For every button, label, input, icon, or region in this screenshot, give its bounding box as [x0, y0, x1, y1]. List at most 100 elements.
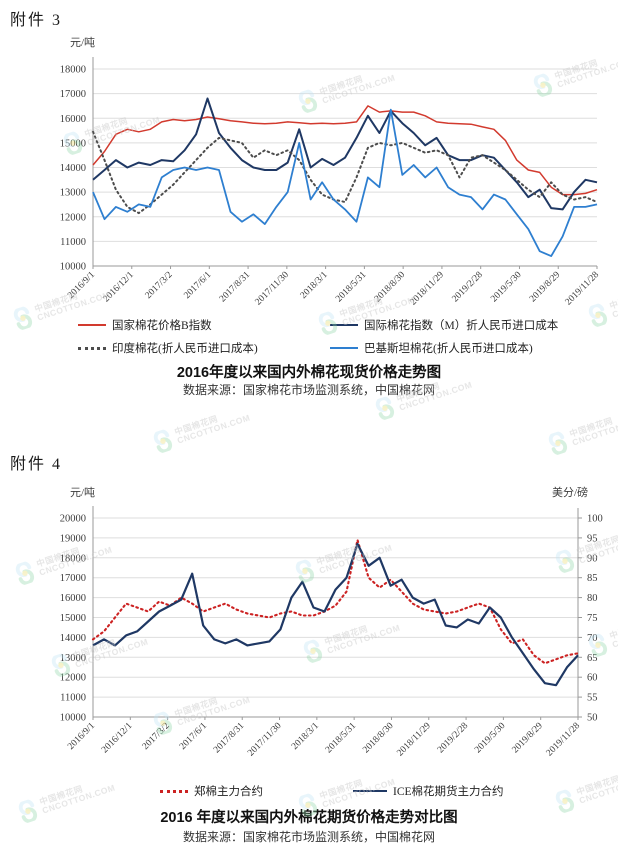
y-axis-tick-label: 13000 — [60, 653, 86, 664]
y-axis-tick-label: 19000 — [60, 533, 86, 544]
x-axis-tick-label: 2017/11/30 — [246, 721, 284, 759]
right-axis-tick-label: 60 — [587, 673, 598, 684]
x-axis-tick-label: 2017/3/2 — [144, 270, 175, 301]
legend-label: 国际棉花指数（M）折人民币进口成本 — [364, 320, 559, 332]
x-axis-tick-label: 2018/3/1 — [299, 270, 330, 301]
chart2-source: 数据来源：国家棉花市场监测系统，中国棉花网 — [182, 830, 435, 844]
y-axis-tick-label: 13000 — [60, 188, 86, 199]
x-axis-tick-label: 2018/8/30 — [361, 721, 395, 755]
right-axis-tick-label: 85 — [587, 573, 598, 584]
right-axis-tick-label: 50 — [587, 713, 598, 724]
x-axis-tick-label: 2017/8/31 — [218, 270, 252, 304]
x-axis-tick-label: 2019/8/29 — [510, 721, 544, 755]
x-axis-tick-label: 2016/12/1 — [100, 721, 134, 755]
y-axis-tick-label: 15000 — [60, 138, 86, 149]
y-axis-tick-label: 20000 — [60, 514, 86, 525]
cncotton-logo-icon — [548, 431, 568, 456]
series-line-0 — [91, 538, 580, 665]
chart2-left-axis-unit: 元/吨 — [70, 487, 96, 499]
india-line-swatch — [78, 346, 106, 350]
y-axis-tick-label: 18000 — [60, 553, 86, 564]
x-axis-tick-label: 2018/5/31 — [334, 270, 368, 304]
right-axis-tick-label: 65 — [587, 653, 598, 664]
chart2-legend: 郑棉主力合约 ICE棉花期货主力合约 — [0, 783, 618, 799]
x-axis-tick-label: 2019/5/30 — [473, 721, 507, 755]
zhengmian-line-swatch — [160, 789, 188, 793]
x-axis-tick-label: 2016/12/1 — [102, 270, 136, 304]
chart1-plot: 18000 17000 16000 15000 14000 13000 12000 11000… — [60, 57, 602, 308]
right-axis-tick-label: 75 — [587, 613, 598, 624]
legend-label: 印度棉花(折人民币进口成本) — [112, 343, 258, 355]
legend-label: 郑棉主力合约 — [194, 786, 263, 798]
x-axis-tick-label: 2018/11/29 — [409, 270, 447, 308]
x-axis-tick-label: 2019/5/30 — [489, 270, 523, 304]
pakistan-line-swatch — [330, 347, 358, 349]
spot-price-chart-section: 元/吨 18000 17000 16000 15000 14000 13000 12000 1… — [0, 28, 618, 428]
x-axis-tick-label: 2017/3/2 — [141, 721, 172, 752]
x-axis-tick-label: 2017/6/1 — [182, 270, 213, 301]
x-axis-tick-label: 2017/8/31 — [212, 721, 246, 755]
ice-line-swatch — [353, 790, 387, 792]
x-axis-tick-label: 2018/8/30 — [373, 270, 407, 304]
chart1-title: 2016年度以来国内外棉花现货价格走势图 — [176, 365, 442, 381]
legend-label: 国家棉花价格B指数 — [112, 320, 212, 332]
y-axis-tick-label: 17000 — [60, 89, 86, 100]
series-line-1 — [92, 542, 579, 687]
series-line-0 — [92, 105, 598, 196]
chart1-legend: 国家棉花价格B指数 国际棉花指数（M）折人民币进口成本 印度棉花(折人民币进口成… — [78, 317, 600, 356]
legend-item-zhengmian: 郑棉主力合约 — [160, 783, 263, 799]
x-axis-tick-label: 2019/11/28 — [564, 270, 602, 308]
legend-item-india: 印度棉花(折人民币进口成本) — [78, 340, 330, 356]
x-axis-tick-label: 2017/11/30 — [254, 270, 292, 308]
y-axis-tick-label: 16000 — [60, 114, 86, 125]
futures-price-chart-section: 元/吨 美分/磅 20000 19000 18000 17000 16000 15000 1… — [0, 478, 618, 853]
x-axis-tick-label: 2018/5/31 — [324, 721, 358, 755]
y-axis-tick-label: 14000 — [60, 633, 86, 644]
cncotton-logo-icon — [153, 429, 173, 454]
y-axis-tick-label: 12000 — [60, 212, 86, 223]
chart2-plot: 20000 19000 18000 17000 16000 15000 14000 13000… — [60, 506, 603, 759]
b-index-line-swatch — [78, 324, 106, 326]
series-line-2 — [92, 130, 598, 215]
legend-label: ICE棉花期货主力合约 — [393, 786, 504, 798]
y-axis-tick-label: 11000 — [60, 237, 86, 248]
right-axis-tick-label: 95 — [587, 533, 598, 544]
chart1-left-axis-unit: 元/吨 — [70, 37, 96, 49]
x-axis-tick-label: 2017/6/1 — [178, 721, 209, 752]
gridlines — [93, 68, 597, 267]
series-line-1 — [92, 97, 598, 211]
chart1-source: 数据来源：国家棉花市场监测系统，中国棉花网 — [182, 383, 435, 397]
y-axis-tick-label: 14000 — [60, 163, 86, 174]
right-axis-tick-label: 100 — [587, 514, 603, 525]
right-axis-tick-label: 90 — [587, 553, 598, 564]
legend-item-m-index: 国际棉花指数（M）折人民币进口成本 — [330, 317, 600, 333]
x-axis-tick-label: 2019/11/28 — [545, 721, 583, 759]
x-axis-tick-label: 2019/2/28 — [436, 721, 470, 755]
x-axis-tick-label: 2019/8/29 — [528, 270, 562, 304]
y-axis-tick-label: 15000 — [60, 613, 86, 624]
x-axis-tick-label: 2019/2/28 — [450, 270, 484, 304]
legend-item-ice: ICE棉花期货主力合约 — [353, 783, 504, 799]
m-index-line-swatch — [330, 324, 358, 326]
y-axis-tick-label: 16000 — [60, 593, 86, 604]
right-axis-tick-label: 55 — [587, 693, 598, 704]
series-line-3 — [92, 108, 598, 258]
gridlines — [93, 517, 578, 718]
right-axis-tick-label: 80 — [587, 593, 598, 604]
attachment-3-label: 附件 3 — [10, 12, 63, 29]
legend-item-pakistan: 巴基斯坦棉花(折人民币进口成本) — [330, 340, 600, 356]
y-axis-tick-label: 18000 — [60, 65, 86, 76]
legend-label: 巴基斯坦棉花(折人民币进口成本) — [364, 343, 533, 355]
x-axis-tick-label: 2018/11/29 — [395, 721, 433, 759]
x-axis-tick-label: 2018/3/1 — [290, 721, 321, 752]
attachment-4-label: 附件 4 — [10, 456, 63, 473]
y-axis-tick-label: 12000 — [60, 673, 86, 684]
legend-item-b-index: 国家棉花价格B指数 — [78, 317, 330, 333]
y-axis-tick-label: 11000 — [60, 693, 86, 704]
chart2-title: 2016 年度以来国内外棉花期货价格走势对比图 — [160, 810, 458, 826]
y-axis-tick-label: 10000 — [60, 262, 86, 273]
y-axis-tick-label: 17000 — [60, 573, 86, 584]
chart2-right-axis-unit: 美分/磅 — [552, 487, 589, 499]
y-axis-tick-label: 10000 — [60, 713, 86, 724]
